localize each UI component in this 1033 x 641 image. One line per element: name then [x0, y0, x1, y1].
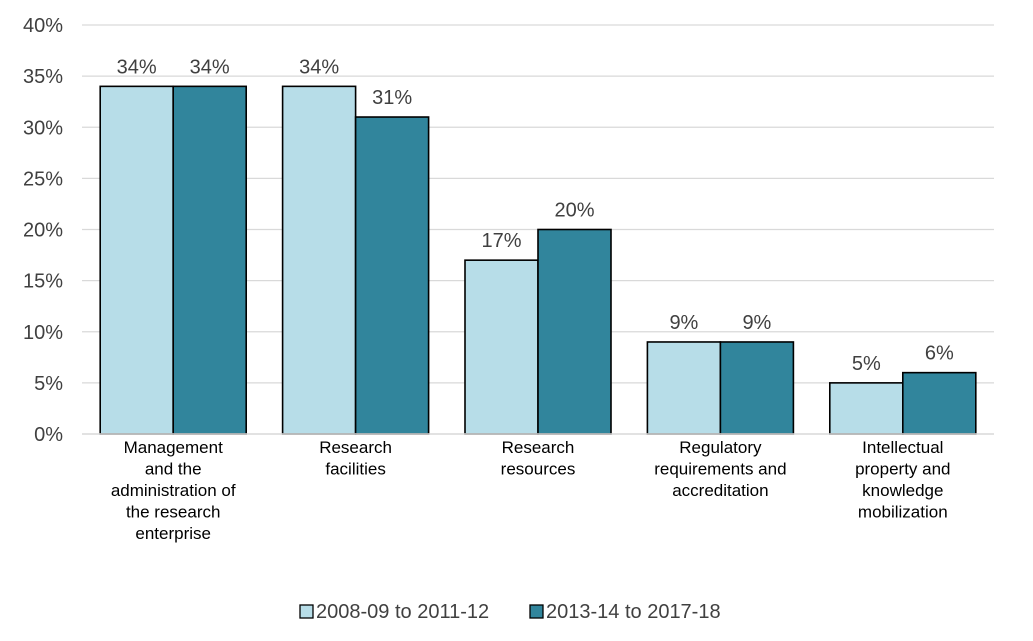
x-category-label-line: Management: [124, 438, 224, 457]
x-category-label-line: mobilization: [858, 503, 948, 522]
x-category-label-line: Intellectual: [862, 438, 943, 457]
bar-series-2: [901, 371, 977, 435]
data-label: 9%: [742, 312, 771, 334]
x-category-label-line: Regulatory: [679, 438, 762, 457]
x-category-label: Research facilities: [319, 438, 392, 479]
x-category-label-line: administration of: [111, 481, 236, 500]
data-label: 34%: [117, 56, 157, 78]
x-category-label: Regulatory requirements and accreditation: [654, 438, 786, 500]
x-category-label-line: accreditation: [672, 481, 768, 500]
bar-series-2: [354, 116, 430, 435]
x-category-label-line: enterprise: [135, 524, 211, 543]
legend-swatch: [299, 604, 314, 619]
x-category-label-line: resources: [501, 460, 576, 479]
y-tick-label: 20%: [23, 220, 63, 242]
data-label: 17%: [481, 230, 521, 252]
x-category-label-line: property and: [855, 460, 950, 479]
legend-label: 2008-09 to 2011-12: [316, 601, 489, 623]
y-tick-label: 10%: [23, 322, 63, 344]
data-label: 5%: [852, 353, 881, 375]
data-label: 20%: [554, 200, 594, 222]
x-axis: Management and the administration of the re…: [82, 433, 994, 543]
y-axis: 0% 5% 10% 15% 20% 25% 30% 35% 40%: [23, 15, 63, 446]
legend: 2008-09 to 2011-12 2013-14 to 2017-18: [299, 601, 721, 623]
y-tick-label: 40%: [23, 15, 63, 37]
data-label: 34%: [190, 56, 230, 78]
x-category-label: Management and the administration of the re…: [111, 438, 236, 543]
bar-series-1: [646, 341, 722, 435]
bar-series-1: [99, 85, 174, 435]
y-tick-label: 5%: [34, 373, 63, 395]
x-category-label-line: knowledge: [862, 481, 943, 500]
x-category-label-line: and the: [145, 460, 202, 479]
legend-label: 2013-14 to 2017-18: [546, 601, 721, 623]
bar-series-1: [281, 85, 357, 435]
y-tick-label: 15%: [23, 271, 63, 293]
data-label: 31%: [372, 87, 412, 109]
data-label: 9%: [669, 312, 698, 334]
bar-series-2: [719, 341, 795, 435]
x-category-label-line: requirements and: [654, 460, 786, 479]
legend-swatch: [529, 604, 544, 619]
y-tick-label: 0%: [34, 424, 63, 446]
y-tick-label: 30%: [23, 117, 63, 139]
bar-series-2: [537, 228, 612, 435]
x-category-label-line: Research: [319, 438, 392, 457]
x-category-label: Intellectual property and knowledge mobiliz…: [855, 438, 950, 522]
data-labels: 34% 34% 34% 31% 17% 20% 9% 9% 5% 6%: [117, 56, 954, 375]
x-category-label-line: the research: [126, 503, 221, 522]
y-tick-label: 35%: [23, 66, 63, 88]
data-label: 34%: [299, 56, 339, 78]
bars: [99, 85, 977, 435]
bar-series-2: [172, 85, 247, 435]
bar-series-1: [464, 259, 539, 435]
bar-series-1: [828, 382, 904, 435]
y-tick-label: 25%: [23, 168, 63, 190]
x-category-label-line: Research: [502, 438, 575, 457]
data-label: 6%: [925, 343, 954, 365]
x-category-label: Research resources: [501, 438, 576, 479]
x-category-label-line: facilities: [325, 460, 385, 479]
